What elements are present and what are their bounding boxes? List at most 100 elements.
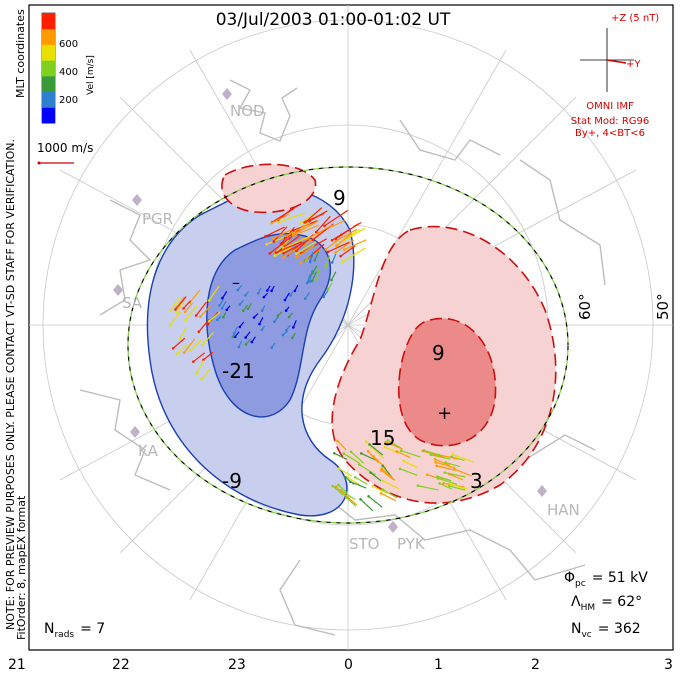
velocity-vector xyxy=(278,212,306,223)
velocity-vector-origin xyxy=(330,238,334,242)
station-label: PYK xyxy=(397,535,426,553)
velocity-vector-origin xyxy=(326,250,330,254)
station-label: HAN xyxy=(547,501,580,519)
velocity-vector xyxy=(311,271,318,282)
colorbar-cell xyxy=(42,75,55,93)
velocity-vector-origin xyxy=(349,450,353,454)
velocity-vector xyxy=(292,224,319,237)
velocity-vector-origin xyxy=(274,251,278,254)
velocity-vector xyxy=(273,226,288,242)
velocity-vector xyxy=(335,486,349,499)
velocity-vector-origin xyxy=(398,467,402,471)
velocity-vector xyxy=(361,452,378,462)
velocity-vector xyxy=(454,468,472,477)
coordinates-label: MLT coordinates xyxy=(14,9,27,98)
velocity-vector xyxy=(372,485,387,494)
velocity-vector-origin xyxy=(326,288,330,291)
velocity-vector xyxy=(185,305,198,321)
velocity-vector-origin xyxy=(314,230,318,234)
velocity-vector xyxy=(176,343,189,355)
velocity-vector-origin xyxy=(283,298,287,302)
velocity-vector-origin xyxy=(174,308,177,311)
velocity-vector-origin xyxy=(337,483,340,487)
velocity-vector-origin xyxy=(366,450,370,453)
velocity-vector xyxy=(192,352,206,363)
velocity-vector-origin xyxy=(305,281,309,285)
velocity-vector-origin xyxy=(216,318,219,322)
velocity-vector-origin xyxy=(287,315,291,319)
fit-note: FitOrder: 8, mapEX format xyxy=(15,495,28,640)
velocity-vector-origin xyxy=(192,360,195,363)
velocity-vector xyxy=(184,302,194,313)
velocity-vector xyxy=(437,475,452,482)
velocity-vector-origin xyxy=(308,260,312,264)
velocity-vector-origin xyxy=(188,349,192,352)
velocity-vector xyxy=(325,236,343,250)
velocity-vector-origin xyxy=(258,322,261,326)
velocity-vector-origin xyxy=(315,277,318,281)
velocity-vector-origin xyxy=(383,445,387,449)
imf-y-label: +Y xyxy=(626,59,641,70)
imf-condition: By+, 4<BT<6 xyxy=(575,128,645,139)
velocity-vector-origin xyxy=(221,296,224,300)
potential-max-marker: + xyxy=(437,403,452,424)
velocity-vector-origin xyxy=(330,261,334,264)
velocity-vector-origin xyxy=(207,299,211,302)
velocity-vector-origin xyxy=(379,492,383,495)
imf-panel: +Z (5 nT) +Y OMNI IMF Stat Mod: RG96 By+… xyxy=(571,13,660,139)
velocity-vector-origin xyxy=(313,258,316,262)
velocity-vector xyxy=(450,483,468,490)
velocity-vector-origin xyxy=(386,439,390,442)
velocity-vector xyxy=(371,446,385,460)
velocity-vector xyxy=(325,255,331,268)
velocity-vector-origin xyxy=(337,467,341,470)
velocity-vector xyxy=(183,300,192,309)
velocity-vector-origin xyxy=(345,496,348,499)
velocity-vector-origin xyxy=(369,471,372,474)
velocity-vector xyxy=(283,236,310,249)
velocity-vector-origin xyxy=(451,453,455,457)
imf-vector xyxy=(606,59,627,64)
velocity-vector xyxy=(331,271,337,281)
velocity-vector xyxy=(327,241,350,253)
velocity-vector-origin xyxy=(282,251,285,255)
velocity-vector-origin xyxy=(260,309,264,313)
velocity-vector-origin xyxy=(442,481,445,485)
velocity-vector-origin xyxy=(291,326,295,329)
velocity-vector-origin xyxy=(299,261,302,265)
potential-min-marker: – xyxy=(232,273,240,292)
reference-vector-origin xyxy=(37,161,41,165)
velocity-vector-origin xyxy=(283,236,287,240)
colorbar-cell xyxy=(42,28,55,45)
velocity-vector-origin xyxy=(359,497,362,501)
hm-boundary-inner xyxy=(127,166,569,524)
velocity-vector-origin xyxy=(284,309,288,312)
velocity-vector-origin xyxy=(273,254,277,257)
velocity-vector xyxy=(306,224,333,240)
velocity-vector xyxy=(208,285,220,301)
velocity-vector-origin xyxy=(443,471,447,474)
velocity-vector-origin xyxy=(260,328,264,331)
velocity-vector xyxy=(401,450,421,458)
velocity-vector xyxy=(311,265,318,274)
mlt-tick: 22 xyxy=(112,657,130,673)
velocity-vector-origin xyxy=(349,480,352,484)
velocity-vector xyxy=(331,253,337,263)
velocity-vector-origin xyxy=(183,310,187,314)
station-labels: NOD PGR SA KA STO PYK HAN xyxy=(122,102,580,553)
velocity-vector-origin xyxy=(178,337,182,340)
velocity-vector-origin xyxy=(364,440,368,443)
velocity-vector xyxy=(198,319,210,333)
velocity-vector-origin xyxy=(334,237,338,241)
velocity-vector-origin xyxy=(282,256,285,259)
velocity-vector-origin xyxy=(270,289,273,293)
velocity-vector-origin xyxy=(293,289,297,293)
velocity-vector-origin xyxy=(276,314,280,318)
velocity-vector xyxy=(360,498,374,512)
velocity-vector-origin xyxy=(182,307,185,310)
velocity-vector xyxy=(452,454,474,463)
velocity-vector-origin xyxy=(238,325,242,329)
velocity-vector xyxy=(345,497,357,507)
latitude-label-60: 60° xyxy=(576,293,594,320)
velocity-vector-origin xyxy=(416,484,420,488)
